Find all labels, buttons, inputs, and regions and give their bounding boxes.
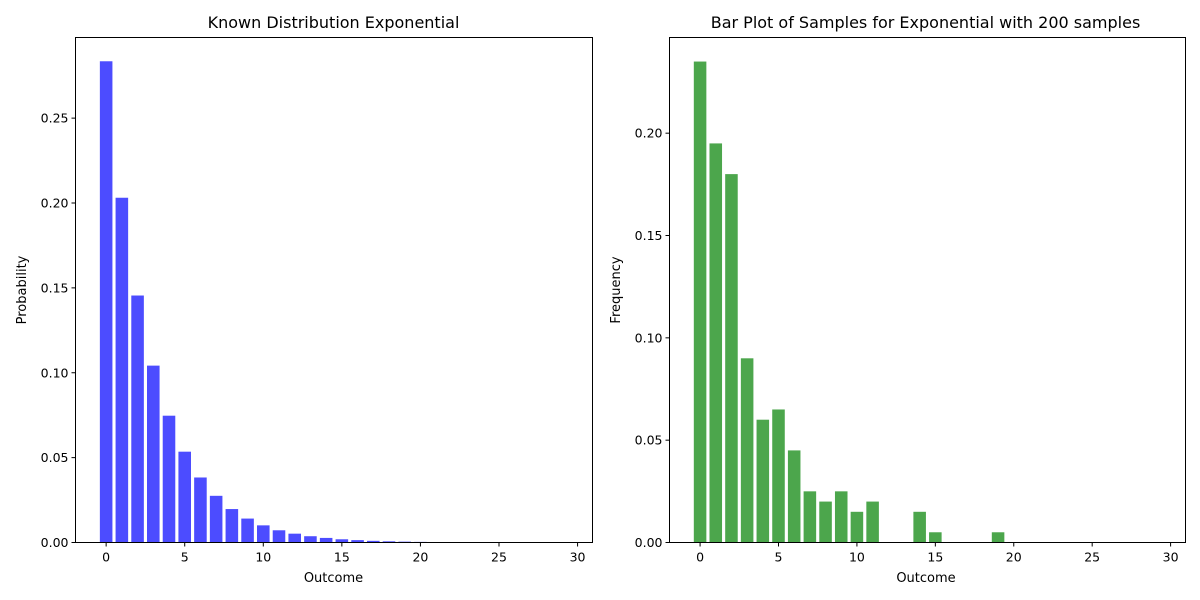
x-tick-label: 25 <box>491 550 507 565</box>
chart-title: Known Distribution Exponential <box>208 13 460 32</box>
frequency-chart: Bar Plot of Samples for Exponential with… <box>609 13 1186 586</box>
bar <box>787 450 801 543</box>
x-tick-label: 15 <box>334 550 350 565</box>
bar <box>178 451 191 543</box>
y-tick-label: 0.20 <box>635 126 663 141</box>
y-tick-label: 0.10 <box>635 330 663 345</box>
x-axis-label: Outcome <box>896 571 955 586</box>
bar <box>257 525 270 543</box>
x-tick-label: 10 <box>849 550 865 565</box>
x-tick-label: 20 <box>412 550 428 565</box>
y-axis-ticks: 0.00 0.05 0.10 0.15 0.20 <box>635 126 670 550</box>
y-axis-label: Probability <box>15 255 30 324</box>
bar <box>304 536 317 543</box>
y-tick-label: 0.15 <box>41 280 69 295</box>
y-tick-label: 0.20 <box>41 196 69 211</box>
x-tick-label: 0 <box>102 550 110 565</box>
bar <box>803 491 817 543</box>
plot-frame <box>75 37 593 543</box>
y-tick-label: 0.05 <box>41 450 69 465</box>
y-tick-label: 0.25 <box>41 111 69 126</box>
x-tick-label: 25 <box>1084 550 1100 565</box>
bar <box>115 197 129 543</box>
bars <box>693 61 1005 543</box>
bar <box>241 518 254 543</box>
bar <box>913 511 926 543</box>
bar <box>772 409 785 543</box>
bar <box>209 495 223 543</box>
x-tick-label: 15 <box>927 550 943 565</box>
y-tick-label: 0.15 <box>635 228 663 243</box>
bar <box>194 477 207 543</box>
bar <box>382 541 396 543</box>
bar <box>693 61 707 543</box>
bar <box>335 539 349 543</box>
x-tick-label: 0 <box>696 550 704 565</box>
bar <box>272 530 286 543</box>
y-tick-label: 0.05 <box>635 433 663 448</box>
plot-frame <box>669 37 1186 543</box>
x-tick-label: 30 <box>1163 550 1179 565</box>
bar <box>866 501 879 543</box>
bar <box>834 491 848 543</box>
probability-chart: Known Distribution Exponential 0 5 10 15 20 2… <box>15 13 593 586</box>
bar <box>147 365 160 543</box>
bar <box>99 61 113 543</box>
bar <box>850 511 864 543</box>
bar <box>819 501 832 543</box>
x-tick-label: 5 <box>775 550 783 565</box>
y-tick-label: 0.10 <box>41 365 69 380</box>
x-axis-label: Outcome <box>304 571 363 586</box>
x-axis-ticks: 0 5 10 15 20 25 30 <box>696 542 1179 565</box>
y-tick-label: 0.00 <box>41 535 69 550</box>
x-tick-label: 5 <box>181 550 189 565</box>
x-tick-label: 10 <box>255 550 271 565</box>
bar <box>740 358 754 543</box>
bar <box>319 537 333 543</box>
bar <box>225 509 239 543</box>
x-tick-label: 20 <box>1006 550 1022 565</box>
bar <box>991 532 1005 543</box>
bar <box>709 143 723 543</box>
chart-title: Bar Plot of Samples for Exponential with… <box>711 13 1141 32</box>
y-tick-label: 0.00 <box>635 535 663 550</box>
x-axis-ticks: 0 5 10 15 20 25 30 <box>102 542 586 565</box>
y-axis-ticks: 0.00 0.05 0.10 0.15 0.20 0.25 <box>41 111 76 550</box>
bars <box>99 61 569 543</box>
y-axis-label: Frequency <box>609 256 624 323</box>
bar <box>131 295 144 543</box>
bar <box>367 540 380 543</box>
bar <box>756 419 770 543</box>
bar <box>725 174 738 543</box>
bar <box>288 533 301 543</box>
bar <box>351 540 364 543</box>
x-tick-label: 30 <box>570 550 586 565</box>
bar <box>162 415 176 543</box>
bar <box>929 532 942 543</box>
